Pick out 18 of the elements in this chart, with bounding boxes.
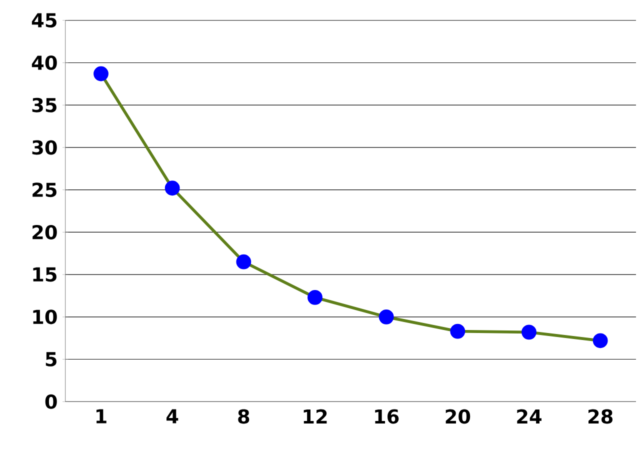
x-tick-label: 20 xyxy=(446,409,470,424)
x-tick-label: 28 xyxy=(588,409,612,424)
x-tick-label: 8 xyxy=(238,409,250,424)
y-tick-label: 10 xyxy=(33,310,57,324)
y-tick-label: 35 xyxy=(32,98,56,112)
x-tick-label: 1 xyxy=(96,409,106,424)
x-tick-label: 24 xyxy=(517,409,542,424)
y-tick-label: 25 xyxy=(32,182,56,198)
y-tick-label: 40 xyxy=(32,55,57,70)
y-tick-label: 15 xyxy=(33,267,56,282)
y-tick-label: 20 xyxy=(32,224,57,240)
y-tick-label: 45 xyxy=(32,13,56,28)
x-tick-label: 16 xyxy=(375,409,399,424)
y-tick-label: 30 xyxy=(32,140,57,155)
x-tick-label: 12 xyxy=(304,409,327,424)
y-tick-label: 0 xyxy=(45,394,57,409)
y-tick-label: 5 xyxy=(46,352,56,366)
x-tick-label: 4 xyxy=(166,409,178,424)
